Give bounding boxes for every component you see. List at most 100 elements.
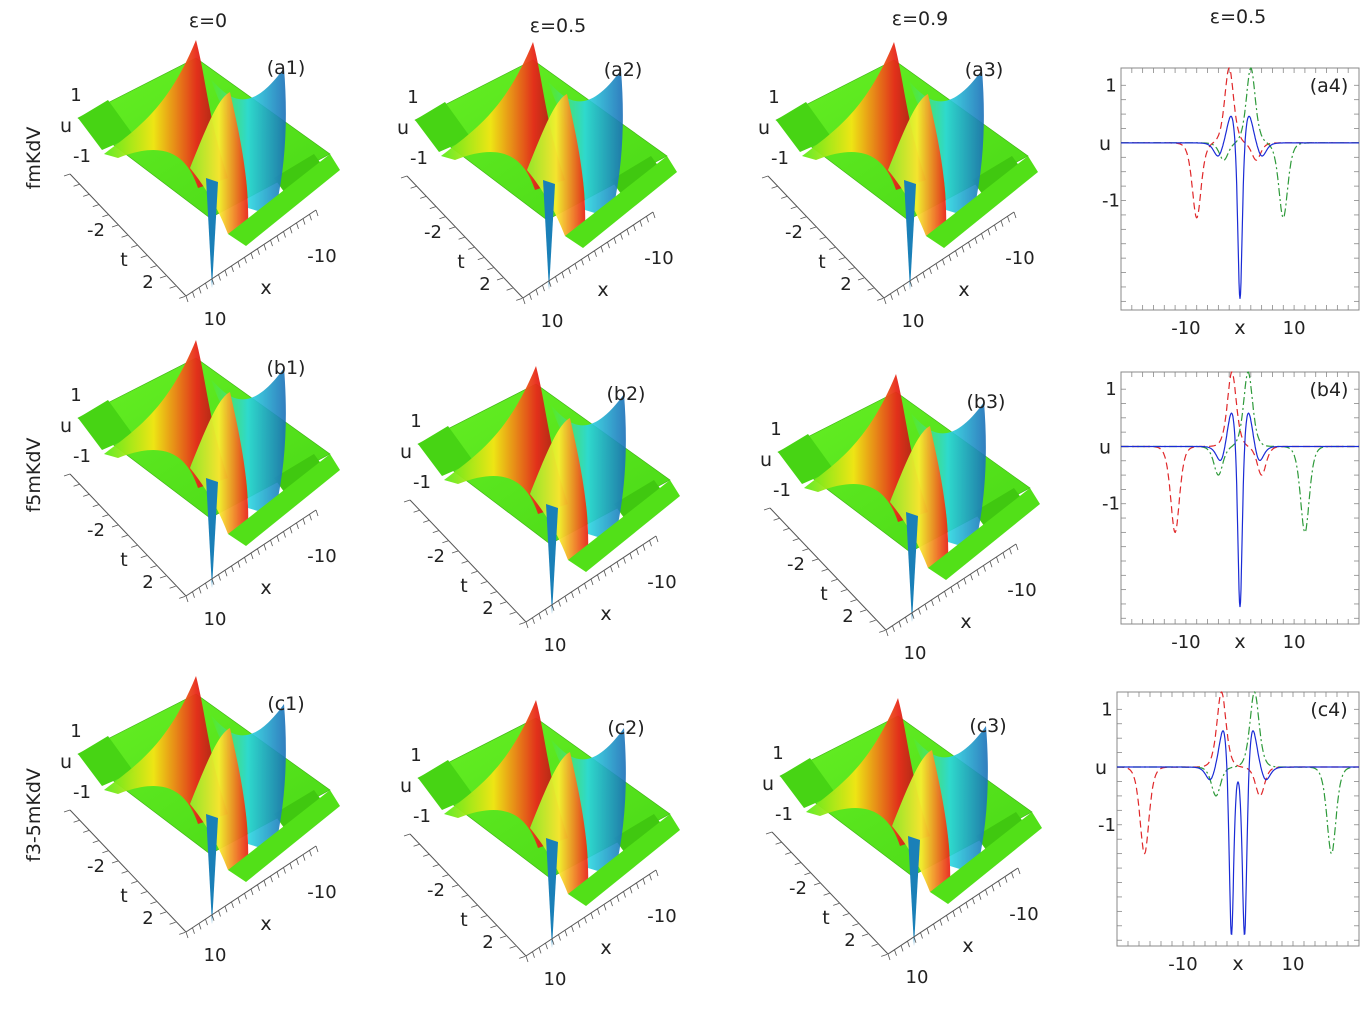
surface-plane-tail [928,488,1040,580]
x-tick [542,284,545,292]
t-tick [73,819,80,823]
x-tick [907,940,910,948]
t-tick [480,915,487,918]
x-tick [918,608,921,615]
column-header: ε=0.5 [1210,6,1266,28]
x-tick [224,270,228,277]
x-tick [952,910,956,918]
x-tick-label: -10 [307,882,336,903]
t-tick [763,507,771,511]
surface-plot: 1 -1u -2 2t 10 -10 x (c1) [60,676,340,966]
x-tick [302,854,306,861]
x-tick [887,953,891,961]
t-tick [73,483,80,487]
x-tick [574,263,578,270]
t-tick [821,568,828,572]
x-tick [555,276,558,283]
t-tick [461,894,468,898]
t-tick [852,923,859,927]
t-axis-label: t [820,583,827,605]
t-tick-label: -2 [87,856,105,877]
y-tick-label: -1 [1098,815,1116,836]
plot-frame [1120,371,1360,625]
t-axis-label: t [460,909,467,931]
x-tick [972,897,975,905]
x-axis-label: x [600,937,611,959]
t-tick [150,265,157,269]
t-tick [831,579,838,582]
x-tick [1009,548,1012,555]
x-tick [937,595,941,602]
x-axis-label: x [600,603,611,625]
x-tick [976,569,980,576]
line-plot: -10 10 x 1 -1 u (a4) [1099,67,1360,339]
soliton-ridge-secondary [890,426,949,568]
soliton-ridge-secondary [190,92,249,234]
soliton-ridge-secondary [190,392,249,534]
x-tick-label: 10 [906,967,929,988]
t-tick [403,833,411,837]
x-tick [231,901,234,909]
t-tick [881,954,888,957]
surface-plane-tail [568,480,680,572]
line-plot: -10 10 x 1 -1 u (b4) [1099,371,1360,653]
t-tick [423,520,430,523]
t-tick [423,854,430,857]
x-tick [529,293,532,300]
x-tick [633,224,636,232]
surface-wing [78,100,134,150]
u-tick-label: -1 [73,146,91,167]
t-axis-line [771,831,889,955]
x-tick [309,514,312,521]
t-tick [813,882,821,886]
u-tick-label: 1 [410,745,421,766]
panel-label: (a2) [604,59,643,81]
x-tick [198,287,202,294]
x-axis-label: x [260,577,271,599]
x-tick [649,540,652,547]
surface-plane-tail [565,156,677,248]
surface-wing [78,400,134,450]
t-tick [800,216,807,220]
x-tick [296,858,299,866]
t-tick [861,933,869,937]
x-tick [642,878,646,885]
column-header: ε=0.9 [892,8,948,30]
surface-plot: 1 -1u -2 2t 10 -10 x (a2) [397,42,677,332]
x-tick [590,912,594,920]
x-tick [978,893,982,900]
t-tick-label: -2 [427,880,445,901]
panel-label: (b3) [967,391,1006,413]
t-axis-line [769,507,887,631]
t-tick-label: -2 [424,222,442,243]
t-axis-label: t [818,251,825,273]
t-tick [838,257,845,260]
x-tick [894,949,897,956]
t-tick [773,517,780,521]
surface-plane-tail [228,154,340,246]
t-tick-label: 2 [142,908,153,929]
t-tick [871,943,878,947]
x-tick [568,267,571,275]
x-tick [935,263,939,270]
x-tick [939,919,943,926]
u-tick-label: 1 [407,87,418,108]
t-tick [519,956,526,959]
x-tick [610,565,613,573]
x-tick [905,616,908,624]
x-tick [315,209,319,217]
x-tick-label: 10 [541,311,564,332]
x-tick [587,254,591,262]
x-tick-label: -10 [644,248,673,269]
x-tick-label: -10 [1168,954,1197,975]
t-axis-line [767,175,885,299]
t-tick [761,175,769,179]
x-tick [944,591,947,598]
x-tick [950,586,954,594]
soliton-ridge-secondary [527,94,586,236]
surface-plot: 1 -1u -2 2t 10 -10 x (b1) [60,340,340,630]
u-tick-label: 1 [770,419,781,440]
x-tick [974,237,978,244]
t-tick [781,196,788,199]
